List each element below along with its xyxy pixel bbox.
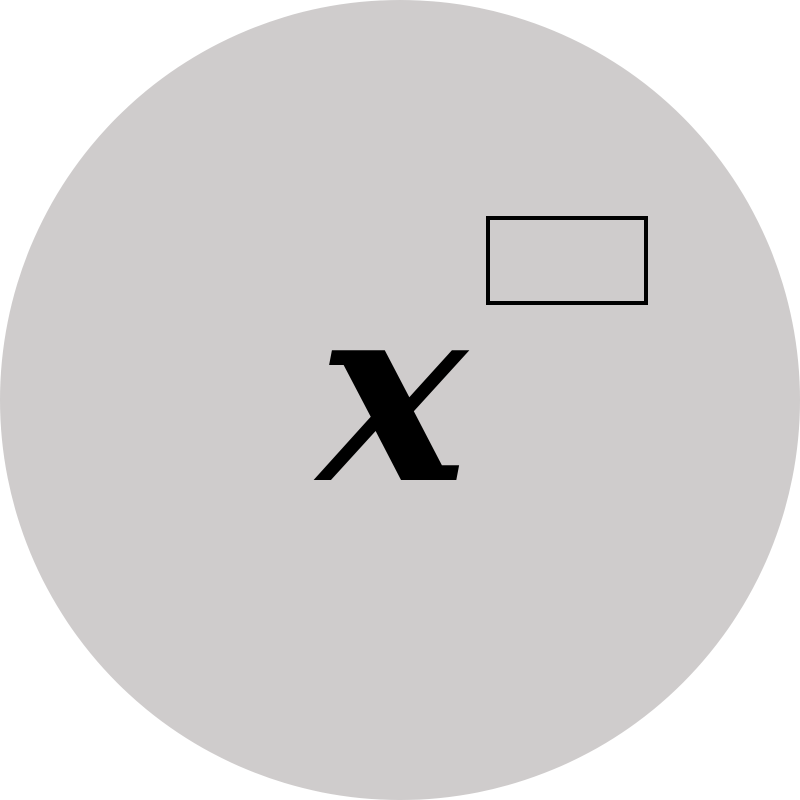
base-variable-x: x bbox=[318, 245, 468, 539]
exponent-placeholder-box[interactable] bbox=[486, 216, 648, 305]
